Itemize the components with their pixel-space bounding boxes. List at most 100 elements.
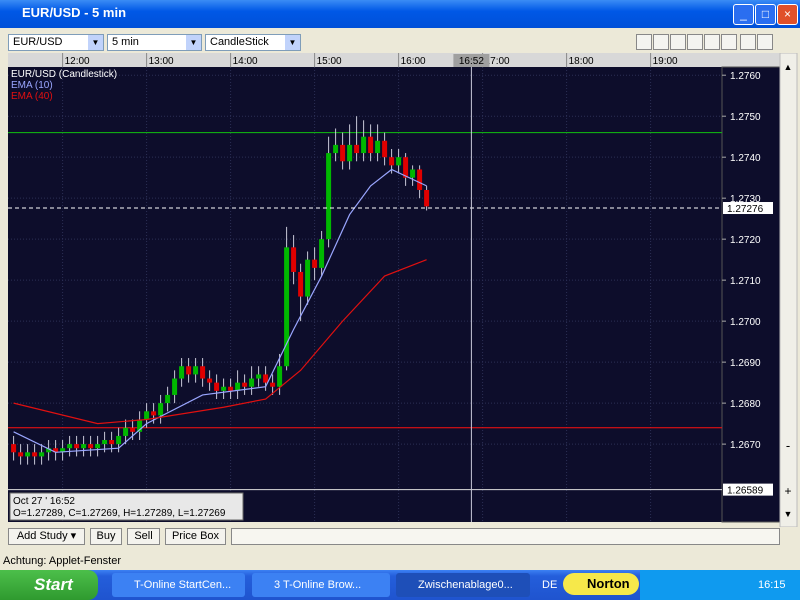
period-dropdown[interactable]: 5 min ▼ <box>107 34 202 51</box>
candle-body <box>263 374 269 383</box>
candle-body <box>326 153 332 240</box>
symbol: EUR/USD <box>13 36 63 48</box>
candle-body <box>102 440 108 445</box>
maximize-button[interactable]: □ <box>755 4 776 25</box>
tool-icon[interactable] <box>636 34 652 50</box>
candle-body <box>11 444 17 453</box>
scroll-up[interactable]: ▲ <box>784 62 793 72</box>
add-study-button[interactable]: Add Study ▾ <box>8 528 85 545</box>
tool-icon[interactable] <box>704 34 720 50</box>
candle-body <box>207 378 213 383</box>
zoom-out[interactable]: - <box>786 438 790 453</box>
start-button[interactable]: Start <box>0 570 98 600</box>
candle-body <box>249 378 255 387</box>
x-tick-label: 17:00 <box>485 56 510 67</box>
title-bar: EUR/USD - 5 min <box>0 0 800 28</box>
candle-body <box>25 452 31 457</box>
button-label: Buy <box>96 530 116 542</box>
price-label-box <box>723 202 773 215</box>
plot-area <box>8 67 722 522</box>
taskbar-item[interactable]: Zwischenablage0... <box>396 573 530 597</box>
taskbar-item[interactable]: T-Online StartCen... <box>112 573 245 597</box>
dropdown-arrow: ▼ <box>88 35 103 50</box>
buy-button[interactable]: Buy <box>90 528 122 545</box>
norton-button[interactable]: Norton <box>563 573 639 595</box>
button-label: Add Study <box>16 530 68 542</box>
y-tick-label: 1.2730 <box>730 194 761 205</box>
candle-body <box>256 374 262 379</box>
y-tick-label: 1.2700 <box>730 317 761 328</box>
y-tick-label: 1.2690 <box>730 358 761 369</box>
candle-body <box>130 427 136 432</box>
candle-body <box>221 386 227 391</box>
dropdown-arrow: ▼ <box>186 35 201 50</box>
candle-body <box>375 140 381 154</box>
candle-body <box>417 169 423 190</box>
candle-body <box>228 386 234 391</box>
close-button[interactable]: × <box>777 4 798 25</box>
x-tick-label: 16:00 <box>401 56 426 67</box>
symbol-dropdown[interactable]: EUR/USD ▼ <box>8 34 104 51</box>
system-tray: 16:15 <box>640 570 800 600</box>
candle-body <box>368 136 374 154</box>
tool-icon[interactable] <box>721 34 737 50</box>
candle-body <box>39 452 45 457</box>
candle-body <box>403 157 409 178</box>
tool-icon[interactable] <box>670 34 686 50</box>
candle-body <box>242 382 248 387</box>
legend-entry: EMA (40) <box>11 91 53 102</box>
candle-body <box>88 444 94 449</box>
info-ohlc: O=1.27289, C=1.27269, H=1.27289, L=1.272… <box>13 508 226 519</box>
candle-body <box>137 419 143 432</box>
candle-body <box>116 435 122 445</box>
candle-body <box>32 452 38 457</box>
tool-icon[interactable] <box>757 34 773 50</box>
x-tick-label: 13:00 <box>149 56 174 67</box>
sell-button[interactable]: Sell <box>127 528 160 545</box>
candle-body <box>214 382 220 391</box>
candle-body <box>144 411 150 420</box>
candle-body <box>347 144 353 162</box>
candle-body <box>172 378 178 395</box>
taskbar-item[interactable]: 3 T-Online Brow... <box>252 573 390 597</box>
language-indicator[interactable]: DE <box>542 570 557 600</box>
x-tick-label: 14:00 <box>233 56 258 67</box>
status-bar: Achtung: Applet-Fenster <box>0 553 800 570</box>
chart-style: CandleStick <box>210 36 269 48</box>
tool-icon[interactable] <box>687 34 703 50</box>
button-label: Sell <box>134 530 153 542</box>
candle-body <box>165 394 171 404</box>
x-tick-label: 18:00 <box>569 56 594 67</box>
candle-body <box>200 366 206 379</box>
y-tick-label: 1.2750 <box>730 112 761 123</box>
candle-body <box>277 366 283 387</box>
button-label: Price Box <box>171 530 220 542</box>
candle-body <box>18 452 24 457</box>
info-box <box>9 492 244 521</box>
horizontal-scrollbar[interactable] <box>231 528 780 545</box>
candle-body <box>186 366 192 375</box>
candle-body <box>298 271 304 297</box>
candle-body <box>284 247 290 367</box>
minimize-button[interactable]: _ <box>733 4 754 25</box>
legend-entry: EMA (10) <box>11 80 53 91</box>
candle-body <box>396 157 402 166</box>
candle-body <box>424 189 430 207</box>
y-tick-label: 1.2720 <box>730 235 761 246</box>
style-dropdown[interactable]: CandleStick ▼ <box>205 34 301 51</box>
price-box-button[interactable]: Price Box <box>165 528 226 545</box>
y-tick-label: 1.2740 <box>730 153 761 164</box>
chart: ▲ - + ▼ 1.2670 1.2680 1.2690 1.2700 1.2710 1.… <box>0 53 800 527</box>
dropdown-arrow: ▼ <box>285 35 300 50</box>
price-axis <box>721 66 781 523</box>
vertical-scrollbar[interactable] <box>779 53 798 527</box>
zoom-in[interactable]: + <box>784 484 791 498</box>
candle-body <box>53 448 59 453</box>
info-date: Oct 27 ' 16:52 <box>13 496 75 507</box>
marker-label-box <box>723 483 773 496</box>
scroll-down[interactable]: ▼ <box>784 509 793 519</box>
tool-icon[interactable] <box>653 34 669 50</box>
candle-body <box>319 239 325 268</box>
tool-icon[interactable] <box>740 34 756 50</box>
